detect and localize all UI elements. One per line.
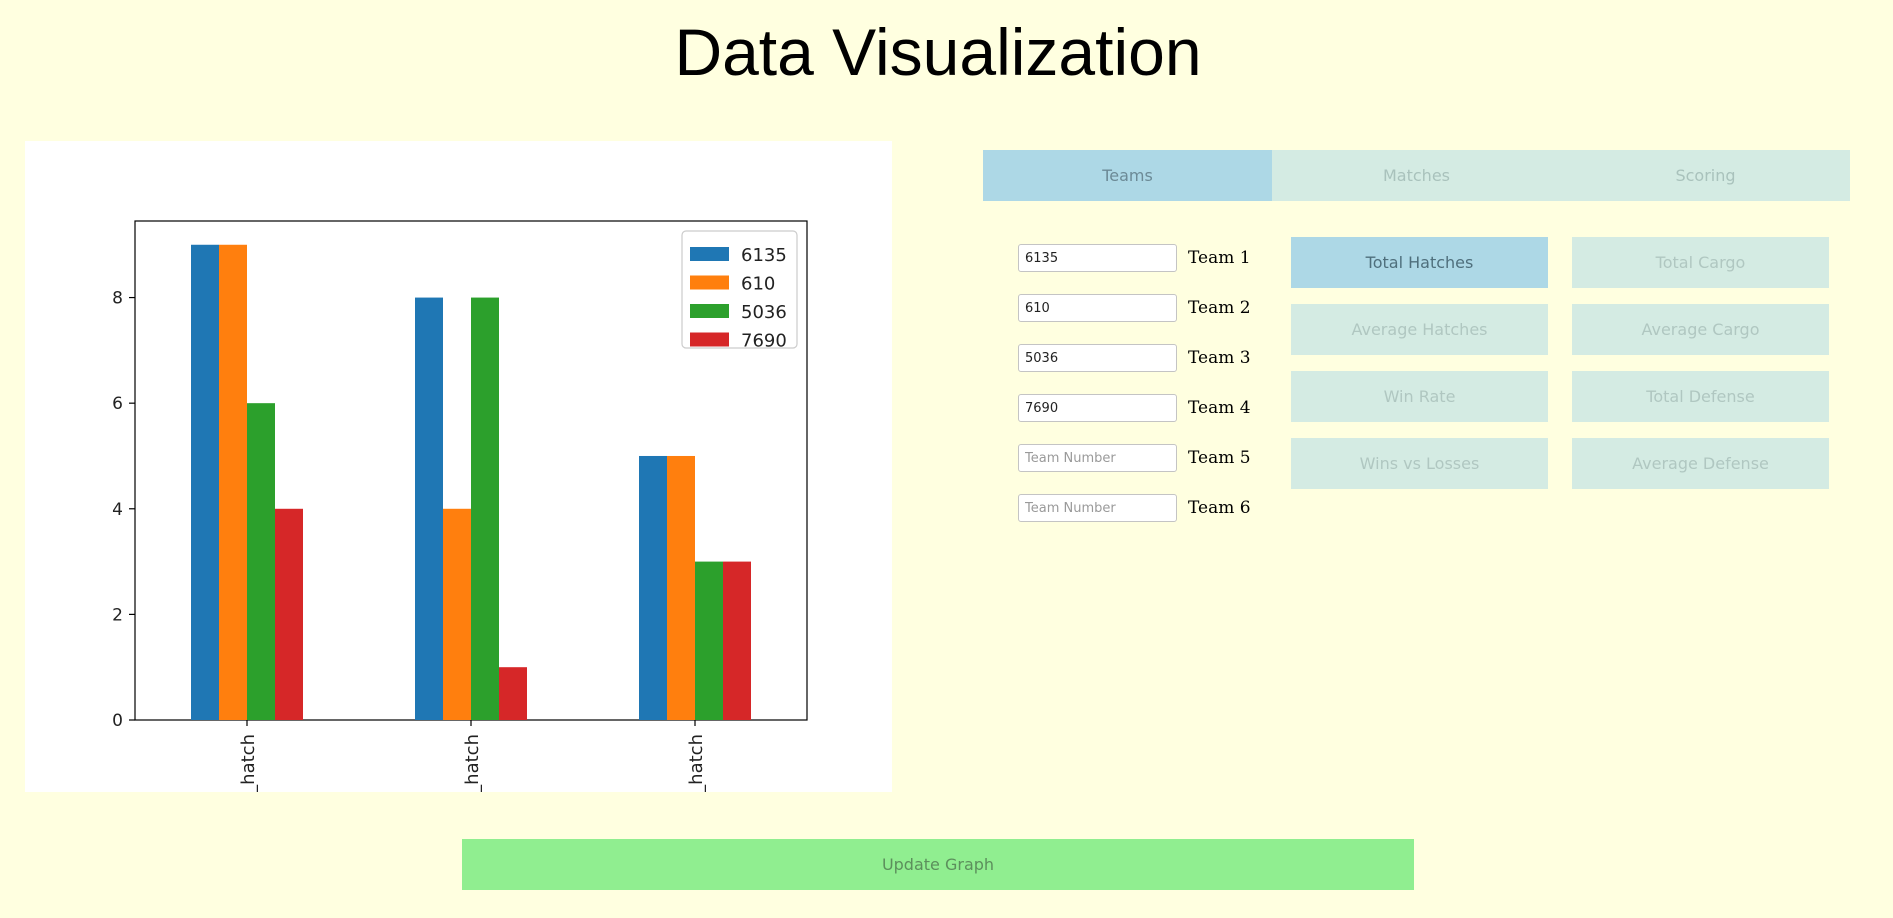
bar <box>443 508 471 720</box>
team-5-label: Team 5 <box>1188 448 1251 468</box>
y-tick-label: 6 <box>112 394 123 414</box>
team-row-3: Team 3 <box>1018 343 1251 373</box>
team-row-2: Team 2 <box>1018 293 1251 323</box>
chart-panel: 0 2 4 6 8 _hatch _hatch _hatch 6135 610 5036 7690 <box>25 141 892 792</box>
tab-bar: Teams Matches Scoring <box>983 150 1850 201</box>
metric-label: Win Rate <box>1383 387 1456 406</box>
tab-matches[interactable]: Matches <box>1272 150 1561 201</box>
team-3-label: Team 3 <box>1188 348 1251 368</box>
wins-vs-losses-button[interactable]: Wins vs Losses <box>1291 438 1548 489</box>
y-tick-label: 0 <box>112 711 123 731</box>
x-tick-label: _hatch <box>686 734 707 792</box>
metric-label: Average Defense <box>1632 454 1769 473</box>
metric-label: Total Cargo <box>1655 253 1746 272</box>
update-graph-label: Update Graph <box>881 855 995 874</box>
legend-swatch <box>690 332 729 347</box>
team-3-input[interactable] <box>1018 344 1177 372</box>
page-title: Data Visualization <box>674 15 1202 89</box>
metric-label: Average Hatches <box>1351 320 1488 339</box>
win-rate-button[interactable]: Win Rate <box>1291 371 1548 422</box>
bar <box>499 667 527 720</box>
legend-swatch <box>690 304 729 318</box>
legend-label: 7690 <box>741 331 787 352</box>
team-1-label: Team 1 <box>1188 248 1251 268</box>
tab-scoring[interactable]: Scoring <box>1561 150 1850 201</box>
total-hatches-button[interactable]: Total Hatches <box>1291 237 1548 288</box>
metric-label: Total Defense <box>1646 387 1755 406</box>
tab-label: Scoring <box>1675 166 1736 185</box>
team-6-label: Team 6 <box>1188 498 1251 518</box>
bar <box>695 561 723 720</box>
average-defense-button[interactable]: Average Defense <box>1572 438 1829 489</box>
bar <box>275 508 303 720</box>
team-4-input[interactable] <box>1018 394 1177 422</box>
bar <box>247 403 275 720</box>
team-5-input[interactable] <box>1018 444 1177 472</box>
total-cargo-button[interactable]: Total Cargo <box>1572 237 1829 288</box>
update-graph-button[interactable]: Update Graph <box>462 839 1414 890</box>
y-tick-label: 2 <box>112 605 123 625</box>
legend-swatch <box>690 275 729 290</box>
team-1-input[interactable] <box>1018 244 1177 272</box>
bar <box>415 297 443 720</box>
x-tick-label: _hatch <box>238 734 259 792</box>
team-row-1: Team 1 <box>1018 243 1251 273</box>
legend-swatch <box>690 247 729 261</box>
team-6-input[interactable] <box>1018 494 1177 522</box>
team-2-input[interactable] <box>1018 294 1177 322</box>
tab-label: Matches <box>1383 166 1450 185</box>
team-row-5: Team 5 <box>1018 443 1251 473</box>
bar <box>723 561 751 720</box>
metric-label: Wins vs Losses <box>1359 454 1480 473</box>
team-2-label: Team 2 <box>1188 298 1251 318</box>
y-tick-label: 4 <box>112 500 123 520</box>
legend-label: 5036 <box>741 302 787 323</box>
team-4-label: Team 4 <box>1188 398 1251 418</box>
bar <box>667 455 695 720</box>
bar <box>471 297 499 720</box>
average-hatches-button[interactable]: Average Hatches <box>1291 304 1548 355</box>
legend-label: 610 <box>741 274 775 295</box>
y-tick-label: 8 <box>112 289 123 309</box>
metric-label: Average Cargo <box>1641 320 1760 339</box>
bar-chart: 0 2 4 6 8 _hatch _hatch _hatch 6135 610 5036 7690 <box>112 220 808 792</box>
bar <box>639 455 667 720</box>
x-tick-label: _hatch <box>462 734 483 792</box>
team-row-4: Team 4 <box>1018 393 1251 423</box>
team-row-6: Team 6 <box>1018 493 1251 523</box>
tab-label: Teams <box>1102 166 1153 185</box>
total-defense-button[interactable]: Total Defense <box>1572 371 1829 422</box>
legend-label: 6135 <box>741 245 787 266</box>
bar <box>219 244 247 720</box>
metric-label: Total Hatches <box>1365 253 1474 272</box>
tab-teams[interactable]: Teams <box>983 150 1272 201</box>
average-cargo-button[interactable]: Average Cargo <box>1572 304 1829 355</box>
bar <box>191 244 219 720</box>
